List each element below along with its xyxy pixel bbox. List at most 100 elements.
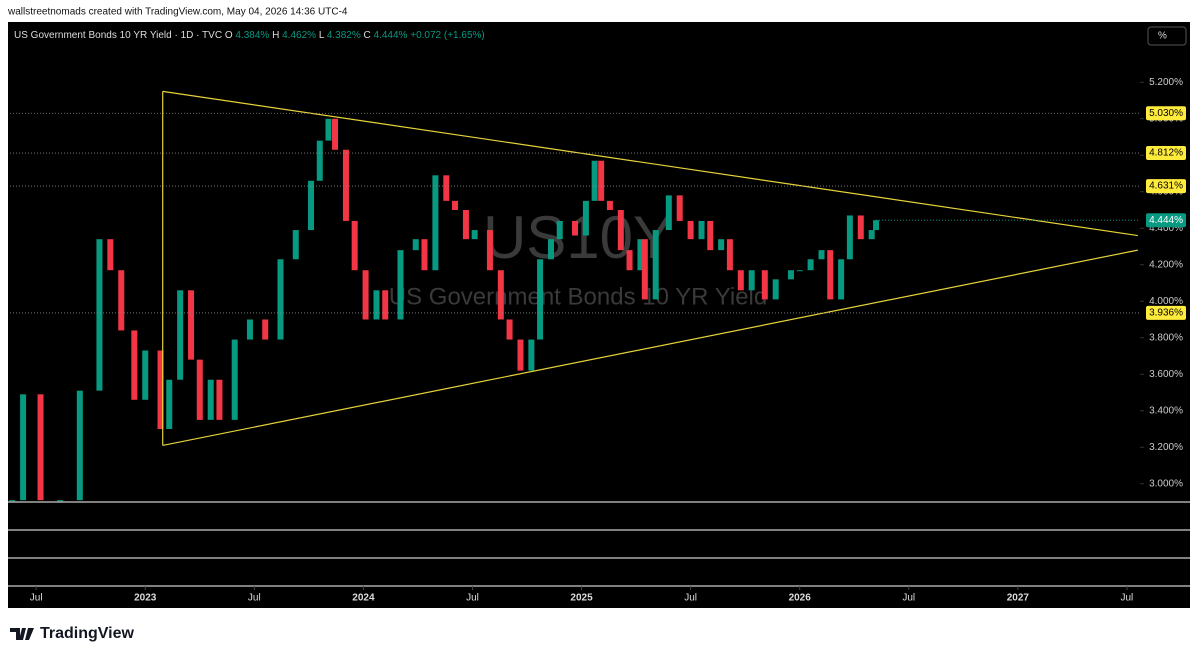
candle — [177, 290, 184, 380]
candle — [188, 290, 195, 360]
level-tag — [1146, 305, 1186, 320]
candle — [37, 394, 44, 501]
ohlc-value: 4.444% — [374, 30, 408, 41]
level-label: 3.936% — [1149, 308, 1183, 319]
candle — [676, 195, 683, 221]
x-tick-label: 2027 — [1007, 593, 1030, 604]
candle — [827, 250, 834, 300]
candle — [617, 209, 624, 251]
x-tick-label: Jul — [684, 593, 697, 604]
candle — [652, 230, 659, 300]
unit-button-label[interactable]: % — [1158, 31, 1167, 42]
candle — [316, 140, 323, 181]
candle — [292, 230, 299, 260]
ohlc-value: 4.382% — [327, 30, 361, 41]
candle — [707, 220, 714, 251]
last-price-label: 4.444% — [1149, 215, 1183, 226]
ohlc-label: L — [319, 30, 325, 41]
trendline — [162, 90, 1138, 237]
y-tick-label: 4.000% — [1149, 296, 1183, 307]
legend-title: US Government Bonds 10 YR Yield · 1D · T… — [14, 30, 222, 41]
x-tick-label: Jul — [902, 593, 915, 604]
candle — [807, 259, 814, 271]
candle — [726, 239, 733, 271]
unit-button[interactable] — [1147, 26, 1187, 46]
candle — [873, 220, 880, 231]
candle — [796, 270, 803, 272]
candle — [556, 220, 563, 240]
ohlc-label: H — [272, 30, 279, 41]
y-tick-label: 4.400% — [1149, 223, 1183, 234]
candle — [846, 215, 853, 260]
legend: US Government Bonds 10 YR Yield · 1D · T… — [14, 30, 485, 41]
candle — [351, 220, 358, 271]
x-tick-label: 2026 — [789, 593, 812, 604]
candle — [641, 239, 648, 300]
candle — [787, 270, 794, 280]
candle — [107, 239, 114, 271]
x-tick-label: 2024 — [352, 593, 375, 604]
candle — [166, 379, 173, 429]
candle — [497, 270, 504, 320]
y-tick-label: 3.400% — [1149, 405, 1183, 416]
logo: TradingView — [10, 625, 135, 642]
candle — [698, 220, 705, 240]
candle — [486, 230, 493, 271]
candle — [20, 394, 27, 501]
candle — [412, 239, 419, 251]
candles — [9, 118, 880, 502]
level-label: 4.812% — [1149, 148, 1183, 159]
candle — [262, 319, 269, 340]
candle — [452, 200, 459, 210]
chart-bg — [8, 22, 1190, 608]
candle — [231, 339, 238, 420]
candle — [598, 160, 605, 201]
watermark-subtitle: US Government Bonds 10 YR Yield — [389, 283, 767, 310]
candle — [687, 220, 694, 240]
candle — [462, 209, 469, 240]
y-tick-label: 3.600% — [1149, 369, 1183, 380]
candle — [606, 200, 613, 210]
candle — [471, 230, 478, 240]
y-tick-label: 3.000% — [1149, 478, 1183, 489]
y-tick-label: 5.200% — [1149, 77, 1183, 88]
candle — [308, 180, 315, 231]
candle — [216, 379, 223, 420]
candle — [325, 118, 332, 141]
candle — [838, 259, 845, 300]
x-tick-label: Jul — [1121, 593, 1134, 604]
legend-change: +0.072 (+1.65%) — [410, 30, 485, 41]
candle — [517, 339, 524, 371]
candle — [718, 239, 725, 251]
y-tick-label: 4.200% — [1149, 259, 1183, 270]
candle — [868, 230, 875, 240]
candle — [362, 270, 369, 320]
x-tick-label: Jul — [30, 593, 43, 604]
candle — [591, 160, 598, 201]
candle — [506, 319, 513, 340]
candle — [443, 175, 450, 201]
level-label: 4.631% — [1149, 181, 1183, 192]
candle — [548, 239, 555, 260]
candle — [626, 250, 633, 271]
x-tick-label: 2025 — [570, 593, 593, 604]
candle — [207, 379, 214, 420]
candle — [76, 390, 83, 501]
trendline — [162, 249, 1138, 447]
x-tick-label: Jul — [466, 593, 479, 604]
candle — [277, 259, 284, 340]
candle — [96, 239, 103, 391]
candle — [637, 239, 644, 271]
candle — [157, 350, 164, 429]
candle — [397, 250, 404, 320]
level-tag — [1146, 106, 1186, 121]
ohlc-value: 4.384% — [235, 30, 269, 41]
last-price-tag — [1146, 213, 1186, 228]
candle — [432, 175, 439, 271]
candle — [9, 500, 16, 502]
x-tick-label: Jul — [248, 593, 261, 604]
candle — [528, 339, 535, 371]
candle — [772, 279, 779, 300]
candle — [737, 270, 744, 291]
